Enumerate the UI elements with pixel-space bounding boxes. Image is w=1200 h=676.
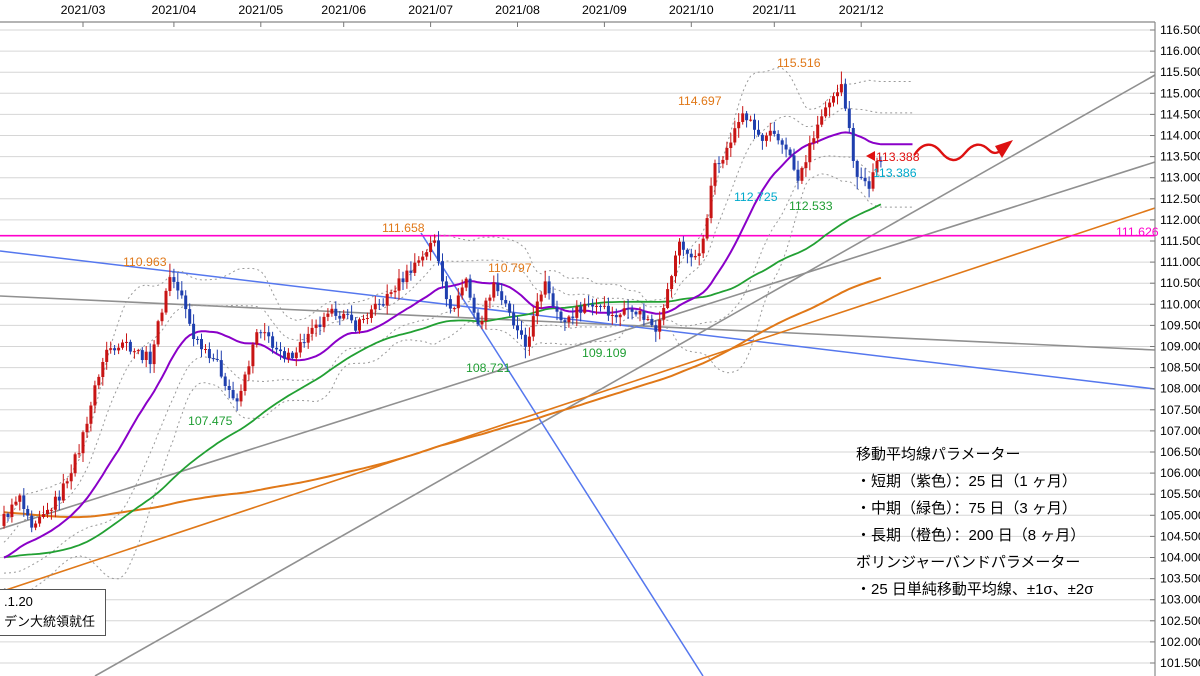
svg-text:107.500: 107.500 — [1160, 403, 1200, 417]
svg-text:109.500: 109.500 — [1160, 318, 1200, 332]
svg-text:108.721: 108.721 — [466, 361, 511, 375]
svg-text:113.388: 113.388 — [876, 150, 920, 164]
svg-text:2021/11: 2021/11 — [752, 3, 796, 17]
event-note-text: デン大統領就任 — [4, 614, 96, 629]
svg-text:2021/04: 2021/04 — [152, 3, 197, 17]
svg-text:110.963: 110.963 — [123, 255, 167, 269]
svg-text:2021/06: 2021/06 — [321, 3, 366, 17]
svg-text:2021/07: 2021/07 — [408, 3, 453, 17]
legend-line-bb-params: ・25 日単純移動平均線、±1σ、±2σ — [856, 581, 1094, 598]
svg-text:102.500: 102.500 — [1160, 614, 1200, 628]
svg-text:111.500: 111.500 — [1160, 234, 1200, 248]
svg-text:116.500: 116.500 — [1160, 23, 1200, 37]
moving-averages-layer — [3, 131, 913, 559]
svg-text:2021/12: 2021/12 — [839, 3, 884, 17]
svg-text:105.000: 105.000 — [1160, 508, 1200, 522]
svg-text:105.500: 105.500 — [1160, 487, 1200, 501]
svg-text:108.000: 108.000 — [1160, 382, 1200, 396]
svg-text:108.500: 108.500 — [1160, 361, 1200, 375]
svg-text:113.000: 113.000 — [1160, 171, 1200, 185]
bollinger-bands-layer — [3, 67, 913, 596]
svg-text:107.475: 107.475 — [188, 414, 233, 428]
svg-text:112.725: 112.725 — [734, 190, 778, 204]
svg-text:111.000: 111.000 — [1160, 255, 1200, 269]
svg-text:112.500: 112.500 — [1160, 192, 1200, 206]
legend-line-ma-long: ・長期（橙色）：200 日（8 ヶ月） — [856, 527, 1086, 544]
svg-text:115.516: 115.516 — [777, 56, 821, 70]
svg-text:109.000: 109.000 — [1160, 340, 1200, 354]
svg-text:2021/05: 2021/05 — [238, 3, 283, 17]
event-note-date: .1.20 — [4, 594, 33, 609]
svg-text:111.658: 111.658 — [382, 221, 425, 235]
svg-text:113.386: 113.386 — [873, 166, 917, 180]
svg-text:107.000: 107.000 — [1160, 424, 1200, 438]
svg-text:102.000: 102.000 — [1160, 635, 1200, 649]
svg-text:114.500: 114.500 — [1160, 107, 1200, 121]
svg-text:2021/03: 2021/03 — [61, 3, 106, 17]
event-note: .1.20 デン大統領就任 — [0, 589, 107, 636]
svg-text:112.000: 112.000 — [1160, 213, 1200, 227]
svg-text:103.000: 103.000 — [1160, 593, 1200, 607]
svg-text:113.500: 113.500 — [1160, 150, 1200, 164]
svg-text:115.000: 115.000 — [1160, 86, 1200, 100]
svg-text:112.533: 112.533 — [789, 199, 833, 213]
annotation-arrow-layer — [866, 140, 1013, 162]
legend-line-bb-title: ボリンジャーバンドパラメーター — [856, 554, 1081, 571]
svg-text:106.500: 106.500 — [1160, 445, 1200, 459]
svg-text:101.500: 101.500 — [1160, 656, 1200, 670]
svg-text:104.000: 104.000 — [1160, 551, 1200, 565]
svg-text:109.109: 109.109 — [582, 346, 627, 360]
svg-text:104.500: 104.500 — [1160, 529, 1200, 543]
svg-text:2021/08: 2021/08 — [495, 3, 540, 17]
svg-text:110.000: 110.000 — [1160, 297, 1200, 311]
svg-text:110.797: 110.797 — [488, 261, 532, 275]
svg-text:106.000: 106.000 — [1160, 466, 1200, 480]
axis-layer: 116.500 116.000 115.500 115.000 114.500 114.0… — [0, 3, 1200, 676]
grid-layer — [0, 29, 1155, 664]
svg-text:114.697: 114.697 — [678, 94, 722, 108]
svg-text:103.500: 103.500 — [1160, 572, 1200, 586]
legend-line-ma-title: 移動平均線パラメーター — [856, 446, 1021, 463]
svg-text:111.626: 111.626 — [1116, 225, 1159, 239]
legend-line-ma-mid: ・中期（緑色）：75 日（3 ヶ月） — [856, 500, 1077, 517]
svg-text:2021/10: 2021/10 — [669, 3, 714, 17]
svg-text:116.000: 116.000 — [1160, 44, 1200, 58]
candles-layer — [2, 71, 883, 533]
legend-line-ma-short: ・短期（紫色）：25 日（1 ヶ月） — [856, 473, 1077, 490]
svg-text:2021/09: 2021/09 — [582, 3, 627, 17]
parameters-note: 移動平均線パラメーター ・短期（紫色）：25 日（1 ヶ月） ・中期（緑色）：7… — [856, 441, 1094, 603]
price-labels-layer: 110.963 111.658 110.797 114.697 115.516 107.4… — [123, 56, 1159, 428]
svg-text:114.000: 114.000 — [1160, 129, 1200, 143]
trendlines-layer — [0, 74, 1156, 676]
svg-text:110.500: 110.500 — [1160, 276, 1200, 290]
svg-text:115.500: 115.500 — [1160, 65, 1200, 79]
